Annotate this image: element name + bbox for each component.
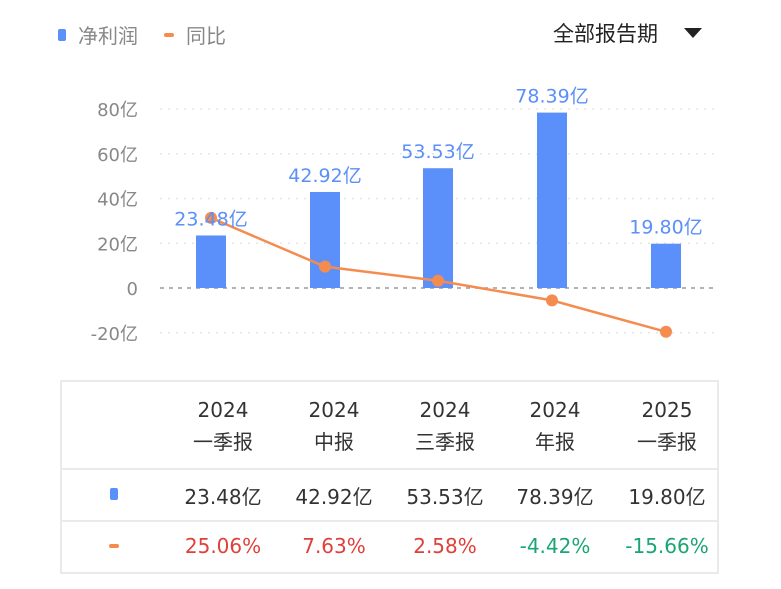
profit-cell: 19.80亿 bbox=[628, 485, 706, 509]
legend-bar-swatch bbox=[58, 28, 66, 41]
header-year: 2024 bbox=[197, 398, 249, 422]
yoy-cell: 25.06% bbox=[184, 534, 262, 558]
y-tick-label: 80亿 bbox=[97, 100, 138, 121]
profit-cell: 42.92亿 bbox=[295, 485, 373, 509]
profit-marker bbox=[110, 488, 118, 500]
header-year: 2024 bbox=[419, 398, 471, 422]
yoy-marker bbox=[109, 544, 119, 548]
column-header: 2024 三季报 bbox=[415, 394, 475, 458]
yoy-cell: 2.58% bbox=[413, 534, 477, 558]
column-header: 2025 一季报 bbox=[637, 394, 697, 458]
bar bbox=[537, 112, 567, 288]
column-header: 2024 中报 bbox=[309, 394, 360, 458]
header-period: 三季报 bbox=[415, 430, 475, 454]
column-header: 2024 一季报 bbox=[193, 394, 253, 458]
bar bbox=[651, 243, 681, 288]
period-select[interactable]: 全部报告期 bbox=[553, 18, 702, 48]
bar-value-label: 53.53亿 bbox=[401, 141, 474, 163]
y-tick-label: 60亿 bbox=[97, 145, 138, 166]
yoy-point bbox=[432, 274, 444, 287]
header-year: 2024 bbox=[308, 398, 360, 422]
yoy-point bbox=[205, 211, 217, 224]
yoy-point bbox=[319, 260, 331, 273]
header-year: 2025 bbox=[641, 398, 693, 422]
bar bbox=[423, 168, 453, 288]
y-tick-label: 20亿 bbox=[97, 234, 138, 255]
bar-value-label: 19.80亿 bbox=[629, 217, 702, 239]
yoy-cell: 7.63% bbox=[302, 534, 366, 558]
y-tick-label: 40亿 bbox=[97, 190, 138, 211]
y-tick-label: -20亿 bbox=[91, 324, 138, 345]
yoy-point bbox=[660, 325, 672, 338]
profit-cell: 78.39亿 bbox=[516, 485, 594, 509]
chart-legend: 净利润 同比 bbox=[58, 20, 226, 49]
legend-line-swatch bbox=[164, 32, 174, 37]
chevron-down-icon bbox=[684, 28, 702, 38]
legend-yoy[interactable]: 同比 bbox=[186, 24, 226, 48]
bar-value-label: 78.39亿 bbox=[515, 86, 588, 108]
yoy-point bbox=[546, 294, 558, 307]
yoy-cell: -15.66% bbox=[625, 534, 709, 558]
data-table: 2024 一季报 2024 中报 2024 三季报 2024 年报 2025 一季报 23.48亿… bbox=[60, 380, 719, 574]
table-row-profit: 23.48亿 42.92亿 53.53亿 78.39亿 19.80亿 bbox=[62, 468, 717, 522]
header-period: 年报 bbox=[535, 430, 575, 454]
header-period: 一季报 bbox=[637, 430, 697, 454]
table-header-row: 2024 一季报 2024 中报 2024 三季报 2024 年报 2025 一季报 bbox=[62, 382, 717, 470]
bar bbox=[310, 191, 340, 288]
bar-value-label: 23.48亿 bbox=[174, 208, 247, 230]
column-header: 2024 年报 bbox=[530, 394, 581, 458]
profit-cell: 53.53亿 bbox=[406, 485, 484, 509]
yoy-cell: -4.42% bbox=[519, 534, 591, 558]
header-period: 中报 bbox=[314, 430, 354, 454]
header-period: 一季报 bbox=[193, 430, 253, 454]
bar-value-label: 42.92亿 bbox=[288, 165, 361, 187]
period-select-label: 全部报告期 bbox=[553, 22, 658, 46]
y-tick-label: 0 bbox=[127, 279, 138, 300]
bar-line-chart: 80亿 60亿 40亿 20亿 0 -20亿 23.48亿 42.92亿 53.53亿 78.39… bbox=[91, 86, 716, 345]
profit-cell: 23.48亿 bbox=[184, 485, 262, 509]
bar bbox=[196, 235, 226, 288]
table-row-yoy: 25.06% 7.63% 2.58% -4.42% -15.66% bbox=[62, 520, 717, 574]
header-year: 2024 bbox=[529, 398, 581, 422]
legend-net-profit[interactable]: 净利润 bbox=[78, 24, 138, 48]
